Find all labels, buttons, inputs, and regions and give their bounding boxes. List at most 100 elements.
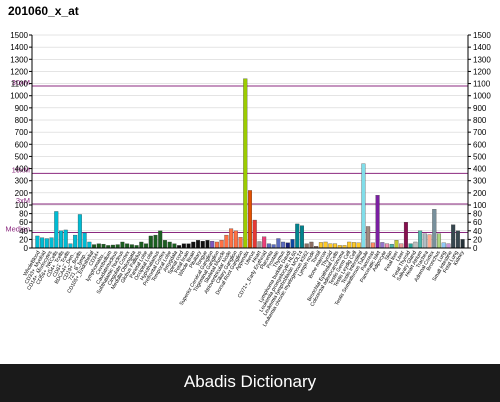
bar-temporal-lobe bbox=[158, 230, 163, 249]
bar-heart-ventricle bbox=[403, 222, 408, 249]
y-tick-label-left: 40 bbox=[19, 227, 28, 236]
y-tick-label-left: 700 bbox=[15, 128, 29, 137]
y-tick-label-right: 500 bbox=[473, 152, 487, 161]
bar-leukemia-promyelocytic-hl60 bbox=[271, 244, 276, 249]
bar-fetal-brain bbox=[172, 243, 177, 249]
y-tick-label-right: 1300 bbox=[473, 55, 491, 64]
x-tick-label: Lung bbox=[437, 250, 448, 263]
bar-testis-interstitial bbox=[333, 243, 338, 249]
bar-bronchial-epithelial-cells bbox=[304, 243, 309, 249]
bar-cd14-monocytes bbox=[44, 238, 49, 249]
bar-fetal-kidney bbox=[422, 233, 427, 249]
reference-line-label: 3xM bbox=[16, 196, 30, 205]
bar-globus-pallidus bbox=[120, 241, 125, 249]
bar-colorectal-adenocarcinoma bbox=[309, 241, 314, 249]
bar-lymphomaburkittsraji bbox=[87, 241, 92, 249]
y-tick-label-left: 0 bbox=[24, 244, 29, 253]
bar-pancreas bbox=[351, 242, 356, 249]
bar-cervix bbox=[441, 242, 446, 249]
y-tick-label-right: 100 bbox=[473, 201, 487, 210]
y-tick-label-right: 0 bbox=[473, 244, 478, 253]
bar-pons bbox=[129, 244, 134, 249]
y-tick-label-left: 500 bbox=[15, 152, 29, 161]
bar-leukemia-chronic-myelogenous-k562 bbox=[281, 241, 286, 249]
bar-lymphoma-burkitts-daudi bbox=[266, 243, 271, 249]
y-tick-label-right: 20 bbox=[473, 235, 482, 244]
bar-adrenal-cortex bbox=[408, 243, 413, 249]
bar-thalamus bbox=[125, 243, 130, 249]
y-tick-label-left: 1300 bbox=[10, 55, 28, 64]
y-tick-label-right: 60 bbox=[473, 218, 482, 227]
bar-skin bbox=[366, 226, 371, 249]
bar-pancreatic-islet bbox=[356, 242, 361, 249]
bar-uterus bbox=[233, 230, 238, 249]
bar-caudatenucleus bbox=[101, 243, 106, 249]
bar-small-intestine bbox=[432, 209, 437, 249]
bar-fetal-lung bbox=[389, 243, 394, 249]
bar-testis-germ-cell bbox=[323, 241, 328, 249]
x-tick-label: Liver bbox=[395, 250, 406, 263]
y-tick-label-left: 300 bbox=[15, 177, 29, 186]
y-tick-label-left: 60 bbox=[19, 218, 28, 227]
bar-olfactory-bulb bbox=[181, 243, 186, 249]
y-tick-label-right: 1400 bbox=[473, 43, 491, 52]
reference-line-label: 10xM bbox=[12, 165, 30, 174]
bar-fetal-thyroid bbox=[380, 242, 385, 249]
bar-ovary2 bbox=[446, 243, 451, 249]
bar-lung bbox=[385, 243, 390, 249]
bar-heart bbox=[219, 240, 224, 249]
bar-prefrontal-cortex bbox=[153, 234, 158, 249]
reference-line-label: Median bbox=[5, 225, 30, 234]
bar-superior-cervical-ganglion bbox=[186, 243, 191, 249]
bar-tonsil bbox=[290, 239, 295, 249]
bar-liver bbox=[375, 195, 380, 249]
y-tick-label-left: 200 bbox=[15, 189, 29, 198]
bar-lymph-node bbox=[285, 242, 290, 249]
y-tick-label-left: 100 bbox=[15, 201, 29, 210]
bar-dorsal-root-ganglion bbox=[196, 240, 201, 249]
bar-fetal-heart bbox=[455, 230, 460, 249]
bar-thymus bbox=[262, 236, 267, 249]
y-tick-label-left: 20 bbox=[19, 235, 28, 244]
y-tick-label-right: 300 bbox=[473, 177, 487, 186]
y-tick-label-right: 40 bbox=[473, 227, 482, 236]
bar-bladder bbox=[451, 224, 456, 249]
bar-cd19-bcells bbox=[63, 229, 68, 249]
y-tick-label-left: 1200 bbox=[10, 67, 28, 76]
bar-cingulate-cortex bbox=[139, 241, 144, 249]
bar-cerebellum-peduncles bbox=[96, 243, 101, 249]
bar-skeletal-muscle bbox=[210, 240, 215, 249]
y-tick-label-left: 900 bbox=[15, 104, 29, 113]
y-tick-label-right: 200 bbox=[473, 189, 487, 198]
footer-title: Abadis Dictionary bbox=[183, 372, 317, 391]
bar-appendix bbox=[229, 228, 234, 249]
y-tick-label-left: 1500 bbox=[10, 31, 28, 40]
y-tick-label-left: 600 bbox=[15, 140, 29, 149]
bar-uterus-corpus bbox=[238, 237, 243, 249]
y-tick-label-right: 80 bbox=[473, 210, 482, 219]
bars bbox=[35, 78, 465, 249]
bar-colon bbox=[437, 233, 442, 249]
bar-testis-leydig-cell bbox=[328, 243, 333, 249]
y-tick-label-right: 400 bbox=[473, 165, 487, 174]
bar-adrenal-gland bbox=[318, 242, 323, 249]
bar-cardiac-myocytes bbox=[224, 234, 229, 249]
bar-cd8-tcells bbox=[59, 230, 63, 249]
bar-tongue bbox=[214, 241, 219, 249]
x-tick-label: Skin bbox=[384, 250, 394, 262]
bar-cd56-nkcells bbox=[49, 237, 54, 249]
y-tick-label-right: 600 bbox=[473, 140, 487, 149]
bar-kidney bbox=[418, 230, 423, 249]
bar-prostate bbox=[257, 241, 262, 249]
y-tick-label-left: 1100 bbox=[11, 80, 29, 89]
bar-medulla-oblongata bbox=[115, 244, 120, 249]
bar-adipocyte bbox=[361, 163, 366, 249]
bar-kidney2 bbox=[460, 239, 465, 249]
y-tick-label-left: 1000 bbox=[10, 92, 28, 101]
y-tick-label-right: 900 bbox=[473, 104, 487, 113]
bar-cd71-earlyerythroid bbox=[243, 78, 248, 249]
bar-cd105-endothelial bbox=[73, 234, 78, 249]
y-tick-label-left: 800 bbox=[15, 116, 29, 125]
